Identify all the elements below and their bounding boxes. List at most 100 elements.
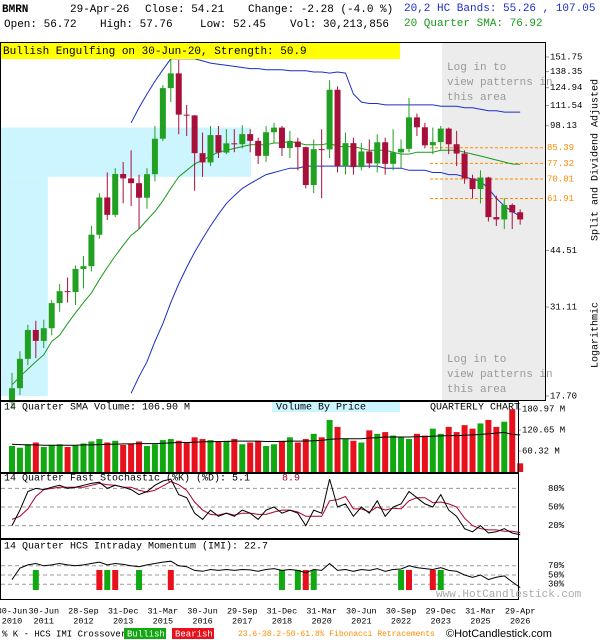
- volume-bar: [136, 441, 143, 472]
- volume-bar: [56, 444, 63, 472]
- volume: Vol: 30,213,856: [290, 19, 389, 31]
- scale-label: Logarithmic: [590, 302, 600, 368]
- candle-body: [509, 204, 516, 213]
- x-tick-label: 31-Mar: [465, 606, 496, 616]
- candle-body: [421, 127, 428, 146]
- x-tick-label: 2018: [272, 616, 292, 626]
- volume-bar: [215, 441, 222, 472]
- volume-bar: [151, 444, 158, 472]
- candle-body: [120, 173, 127, 179]
- volume-bar: [310, 433, 317, 472]
- volume-bar: [32, 442, 39, 472]
- fibonacci-label: 85.39: [547, 143, 574, 153]
- volume-by-price: [1, 176, 48, 396]
- y-tick-label: 17.70: [550, 391, 577, 401]
- candle-body: [469, 178, 476, 190]
- x-tick-label: 30-Jun: [346, 606, 377, 616]
- candle-body: [40, 328, 47, 341]
- close: Close: 54.21: [145, 4, 225, 16]
- candle-body: [271, 127, 278, 133]
- crossover-bar: [429, 570, 436, 590]
- candle-body: [199, 153, 206, 163]
- volume-bar: [48, 444, 55, 472]
- y-tick-label: 120.65 M: [522, 426, 565, 436]
- volume-bar: [159, 440, 166, 472]
- crossover-bar: [96, 570, 103, 590]
- volume-bar: [96, 439, 103, 472]
- open: Open: 56.72: [4, 19, 77, 31]
- stochastic-d: 8.9: [282, 474, 300, 485]
- x-tick-label: 2010: [2, 616, 22, 626]
- candle-body: [358, 151, 365, 168]
- volume-bar: [112, 440, 119, 472]
- y-tick-label: 31.11: [550, 302, 577, 312]
- volume-bar: [40, 447, 47, 472]
- fibonacci-label: 70.01: [547, 174, 574, 184]
- volume-bar: [9, 445, 15, 472]
- crossover-bar: [104, 570, 111, 590]
- candle-body: [429, 142, 436, 146]
- volume-bar: [501, 421, 508, 472]
- candle-body: [207, 135, 214, 163]
- candle-body: [263, 132, 270, 156]
- volume-bar: [175, 440, 182, 472]
- candle-body: [223, 143, 230, 153]
- bands-legend: 20,2 HC Bands: 55.26 , 107.05: [404, 3, 595, 15]
- fibonacci-label: 23.6-38.2-50-61.8% Fibonacci Retracement…: [238, 630, 435, 639]
- candle-body: [310, 149, 317, 186]
- candle-body: [239, 134, 246, 145]
- y-tick-label: 30%: [548, 580, 565, 590]
- x-tick-label: 2025: [470, 616, 490, 626]
- x-tick-label: 2011: [34, 616, 54, 626]
- candle-body: [437, 128, 444, 143]
- candle-body: [215, 135, 222, 153]
- x-tick-label: 2023: [431, 616, 451, 626]
- candle-body: [374, 142, 381, 164]
- volume-bar: [294, 442, 301, 472]
- candle-body: [32, 329, 39, 341]
- bearish-label: Bearish: [175, 629, 213, 639]
- candle-body: [286, 141, 293, 149]
- volume-bar: [485, 419, 492, 472]
- volume-bar: [382, 432, 389, 472]
- y-tick-label: 50%: [548, 570, 565, 580]
- volume-bar: [104, 442, 111, 472]
- volume-bar: [167, 439, 174, 472]
- volume-bar: [358, 442, 365, 472]
- candle-body: [477, 177, 484, 190]
- x-tick-label: 28-Sep: [68, 606, 99, 616]
- change: Change: -2.28 (-4.0 %): [248, 4, 393, 16]
- pattern-text: Bullish Engulfing on 30-Jun-20, Strength…: [3, 46, 307, 58]
- x-tick-label: 2022: [391, 616, 411, 626]
- candle-body: [88, 234, 95, 267]
- stochastic-k: [11, 478, 521, 536]
- fibonacci-label: 77.32: [547, 159, 574, 169]
- volume-bar: [421, 435, 428, 472]
- candle-body: [413, 117, 420, 128]
- candle-body: [159, 88, 166, 139]
- y-tick-label: 151.75: [550, 52, 582, 62]
- volume-bar: [191, 437, 198, 472]
- momentum-line: [11, 560, 521, 589]
- side-label: Split and Dividend Adjusted: [590, 79, 600, 241]
- candle-body: [56, 291, 63, 304]
- candle-body: [398, 148, 405, 153]
- volume-bar: [72, 445, 79, 472]
- volume-title: 14 Quarter SMA Volume: 106.90 M: [4, 402, 190, 414]
- candle-body: [485, 177, 492, 218]
- y-tick-label: 111.54: [550, 101, 582, 111]
- volume-bar: [517, 463, 524, 472]
- stochastic-frame: [0, 473, 519, 539]
- volume-bar: [342, 439, 349, 472]
- x-tick-label: 30-Sep: [386, 606, 417, 616]
- candle-body: [366, 151, 373, 164]
- volume-bar: [143, 445, 150, 472]
- volume-bar: [128, 443, 135, 472]
- crossover-bar: [398, 570, 405, 590]
- x-tick-label: 30-Jun: [28, 606, 59, 616]
- x-tick-label: 29-Sep: [227, 606, 258, 616]
- y-tick-label: 98.13: [550, 121, 577, 131]
- y-tick-label: 80%: [548, 484, 565, 494]
- x-tick-label: 29-Apr: [505, 606, 536, 616]
